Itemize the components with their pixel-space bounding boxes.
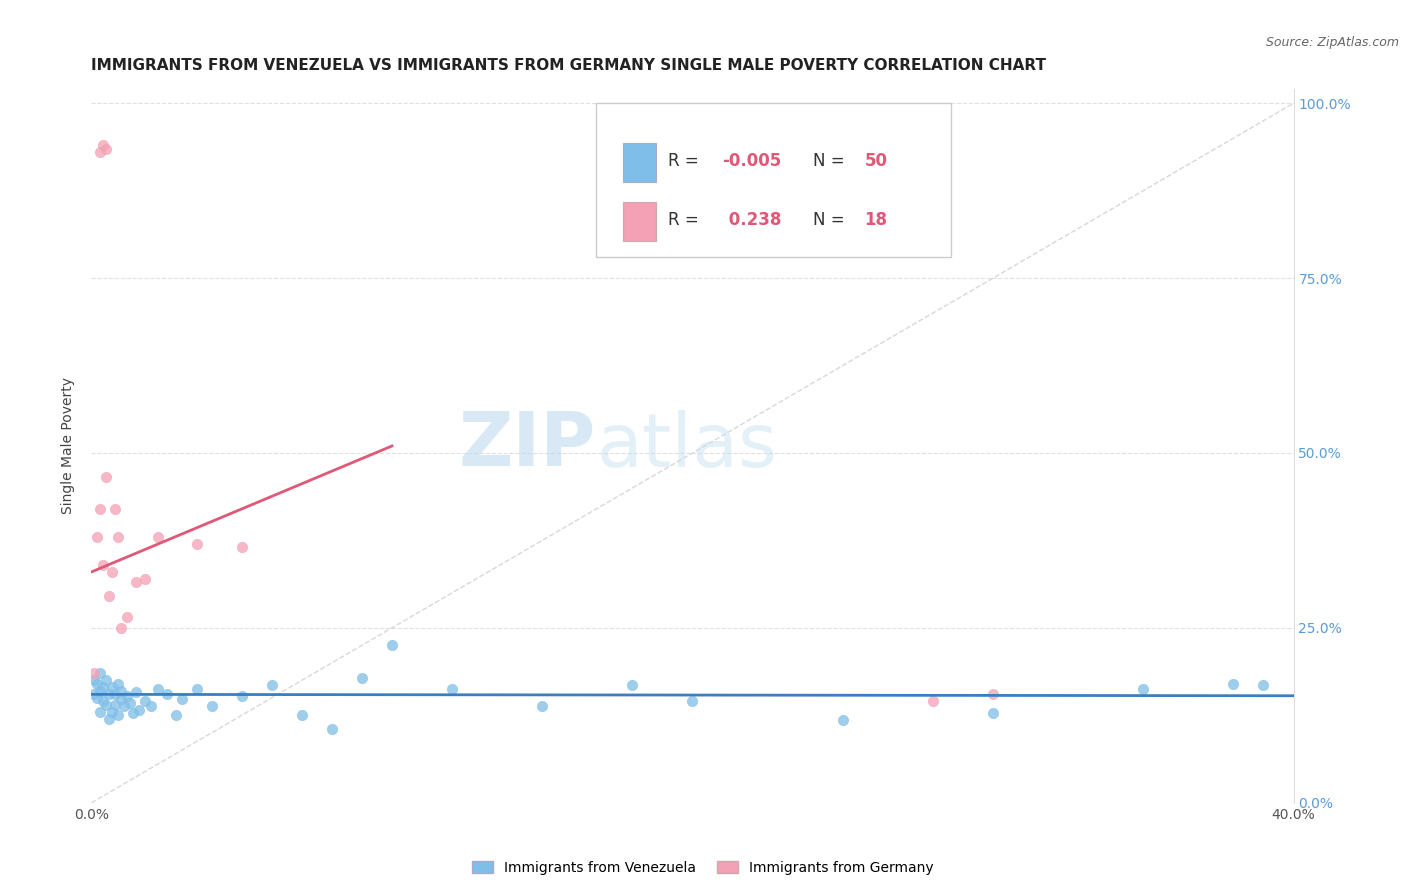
Point	[681, 694, 703, 708]
FancyBboxPatch shape	[596, 103, 950, 257]
Text: N =: N =	[813, 152, 849, 169]
Point	[101, 565, 124, 579]
Point	[104, 687, 127, 701]
Point	[114, 699, 136, 714]
Point	[201, 699, 224, 714]
Point	[101, 681, 124, 695]
Point	[93, 694, 115, 708]
Point	[981, 706, 1004, 721]
Point	[831, 713, 853, 727]
Point	[117, 690, 139, 704]
Point	[531, 699, 554, 714]
Point	[146, 682, 169, 697]
Point	[98, 590, 121, 604]
Point	[107, 708, 129, 723]
Point	[120, 697, 142, 711]
Point	[146, 530, 169, 544]
Point	[1222, 677, 1244, 691]
Point	[128, 703, 150, 717]
Point	[89, 705, 111, 719]
Point	[231, 541, 253, 555]
Text: -0.005: -0.005	[723, 152, 782, 169]
Point	[98, 687, 121, 701]
Point	[440, 682, 463, 697]
Point	[86, 677, 108, 691]
Point	[104, 698, 127, 712]
Point	[86, 530, 108, 544]
Point	[89, 502, 111, 516]
Point	[165, 708, 187, 723]
Point	[93, 138, 115, 153]
Point	[96, 698, 118, 712]
Point	[922, 694, 945, 708]
Text: ZIP: ZIP	[458, 409, 596, 483]
Point	[93, 681, 115, 695]
Point	[134, 572, 156, 586]
Point	[110, 684, 132, 698]
Point	[83, 666, 105, 681]
Text: N =: N =	[813, 211, 849, 228]
Text: atlas: atlas	[596, 409, 778, 483]
Point	[291, 708, 314, 723]
Point	[155, 687, 177, 701]
Point	[96, 470, 118, 484]
Text: 50: 50	[865, 152, 887, 169]
Point	[98, 712, 121, 726]
Point	[141, 699, 163, 714]
Point	[89, 145, 111, 160]
Text: Source: ZipAtlas.com: Source: ZipAtlas.com	[1265, 36, 1399, 49]
Point	[104, 502, 127, 516]
Point	[381, 639, 404, 653]
Point	[321, 723, 343, 737]
Point	[101, 705, 124, 719]
Point	[83, 687, 105, 701]
Point	[83, 673, 105, 688]
Text: 0.238: 0.238	[723, 211, 780, 228]
Point	[125, 575, 148, 590]
FancyBboxPatch shape	[623, 143, 657, 182]
Point	[260, 678, 283, 692]
Point	[1253, 678, 1275, 692]
Point	[170, 692, 193, 706]
Point	[96, 673, 118, 688]
Point	[186, 537, 208, 551]
Point	[125, 685, 148, 699]
Point	[350, 671, 373, 685]
Point	[117, 610, 139, 624]
Y-axis label: Single Male Poverty: Single Male Poverty	[62, 377, 76, 515]
Point	[86, 690, 108, 705]
Point	[89, 666, 111, 681]
Point	[93, 558, 115, 572]
Point	[107, 677, 129, 691]
Text: R =: R =	[668, 152, 704, 169]
FancyBboxPatch shape	[623, 202, 657, 241]
Point	[107, 530, 129, 544]
Text: 18: 18	[865, 211, 887, 228]
Point	[110, 621, 132, 635]
Point	[89, 684, 111, 698]
Point	[122, 706, 145, 721]
Point	[1132, 682, 1154, 697]
Point	[134, 694, 156, 708]
Legend: Immigrants from Venezuela, Immigrants from Germany: Immigrants from Venezuela, Immigrants fr…	[467, 855, 939, 880]
Point	[621, 678, 644, 692]
Point	[110, 692, 132, 706]
Point	[981, 687, 1004, 701]
Text: IMMIGRANTS FROM VENEZUELA VS IMMIGRANTS FROM GERMANY SINGLE MALE POVERTY CORRELA: IMMIGRANTS FROM VENEZUELA VS IMMIGRANTS …	[91, 58, 1046, 73]
Point	[96, 142, 118, 156]
Point	[231, 690, 253, 704]
Text: R =: R =	[668, 211, 704, 228]
Point	[186, 682, 208, 697]
